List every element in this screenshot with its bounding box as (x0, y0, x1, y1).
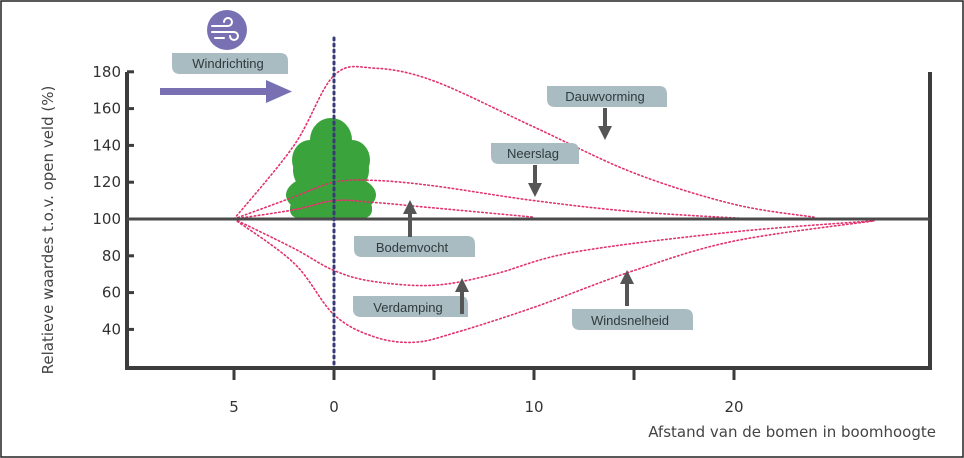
label-dauwvorming-text: Dauwvorming (565, 89, 644, 104)
axes (125, 72, 932, 370)
arrow-up-verdamping (455, 278, 469, 314)
x-tick-labels: 5 0 10 20 (229, 398, 743, 416)
y-tick-labels: 40 60 80 100 120 140 160 180 (92, 63, 121, 339)
x-tick-label: 20 (724, 398, 743, 416)
curve-windsnelheid (233, 218, 875, 344)
curve-verdamping (233, 218, 875, 287)
y-tick-label: 160 (92, 100, 121, 118)
x-tick-label: 5 (229, 398, 239, 416)
curve-neerslag (233, 179, 755, 220)
y-axis-title: Relatieve waardes t.o.v. open veld (%) (39, 86, 57, 375)
arrow-up-windsnelheid (620, 270, 634, 306)
label-windsnelheid-text: Windsnelheid (591, 313, 669, 328)
y-tick-label: 100 (92, 210, 121, 228)
x-tick-label: 10 (524, 398, 543, 416)
curve-bodemvocht (233, 199, 535, 220)
arrow-down-neerslag (528, 165, 542, 197)
label-dauwvorming: Dauwvorming (547, 86, 667, 107)
x-axis-title: Afstand van de bomen in boomhoogte (648, 423, 936, 441)
wind-icon (207, 10, 247, 50)
label-verdamping-text: Verdamping (373, 300, 442, 315)
y-tick-label: 180 (92, 63, 121, 81)
label-neerslag: Neerslag (491, 143, 579, 164)
label-windrichting-text: Windrichting (192, 56, 264, 71)
curve-dauwvorming (233, 65, 815, 220)
label-neerslag-text: Neerslag (507, 146, 559, 161)
label-verdamping: Verdamping (353, 296, 468, 317)
label-bodemvocht-text: Bodemvocht (376, 240, 449, 255)
y-tick-label: 120 (92, 173, 121, 191)
x-tick-marks (232, 368, 736, 380)
y-tick-label: 80 (102, 247, 121, 265)
tree-icon (286, 118, 376, 218)
y-tick-label: 140 (92, 136, 121, 154)
arrow-down-dauwvorming (598, 108, 612, 140)
label-windsnelheid: Windsnelheid (572, 309, 693, 330)
y-tick-label: 40 (102, 320, 121, 338)
y-tick-label: 60 (102, 284, 121, 302)
indicator-arrows (403, 108, 634, 314)
label-windrichting: Windrichting (172, 53, 288, 74)
arrow-up-bodemvocht (403, 200, 417, 237)
wind-direction-arrow (160, 80, 292, 103)
label-bodemvocht: Bodemvocht (354, 236, 475, 257)
x-tick-label: 0 (329, 398, 339, 416)
